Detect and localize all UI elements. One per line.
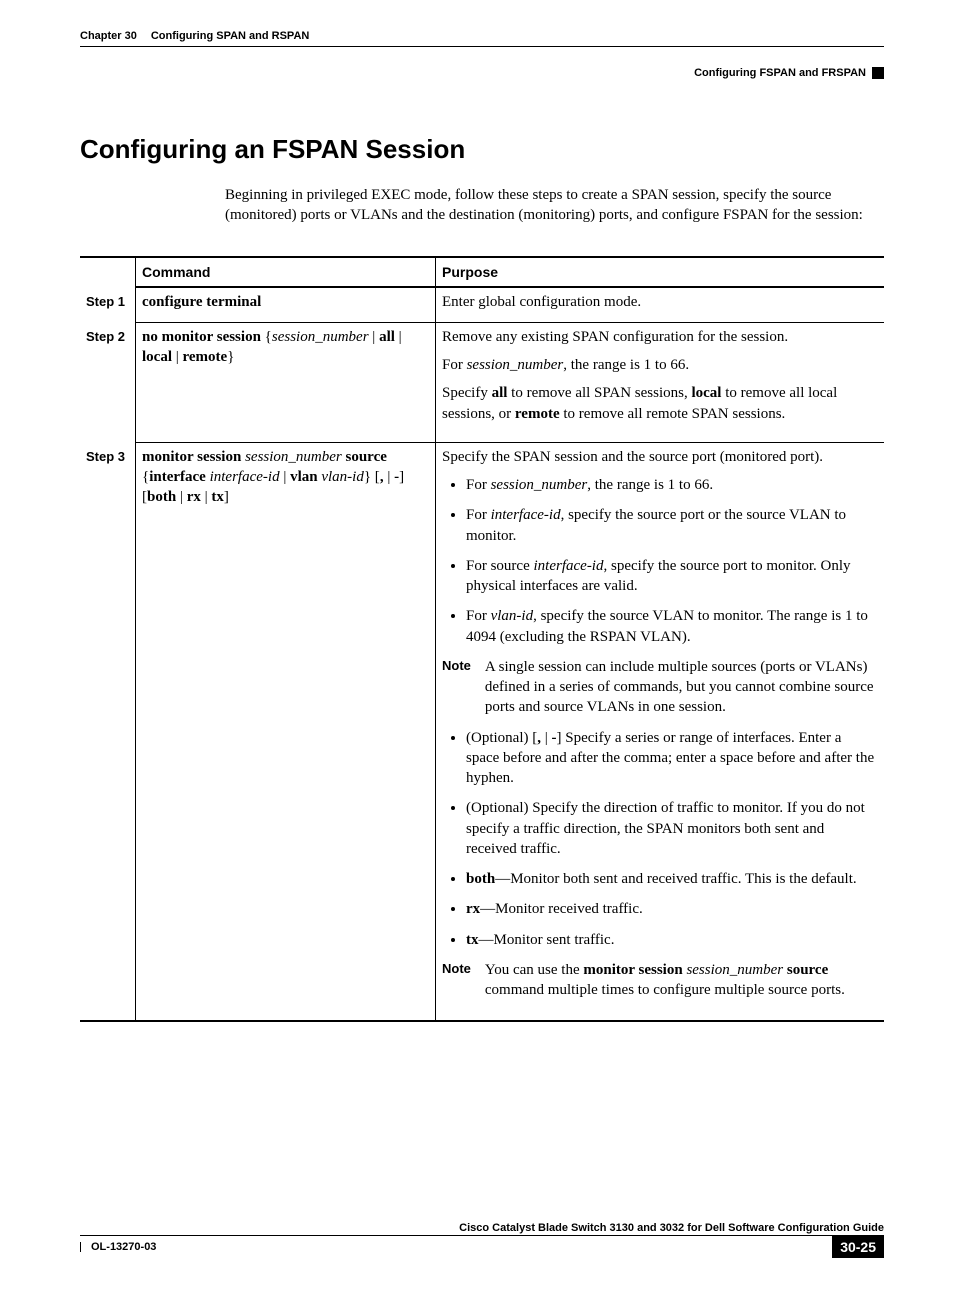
chapter-title: Configuring SPAN and RSPAN <box>151 30 309 42</box>
text: For session_number, the range is 1 to 66… <box>442 355 878 375</box>
list-item: (Optional) Specify the direction of traf… <box>466 798 878 859</box>
t: local <box>691 385 721 401</box>
t: session_number <box>491 477 588 493</box>
note-text: You can use the monitor session session_… <box>485 960 878 1001</box>
t: to remove all remote SPAN sessions. <box>560 406 786 422</box>
list-item: For vlan-id, specify the source VLAN to … <box>466 606 878 647</box>
note: Note You can use the monitor session ses… <box>442 960 878 1001</box>
t: | <box>541 730 552 746</box>
page-footer: Cisco Catalyst Blade Switch 3130 and 303… <box>80 1222 884 1258</box>
t: For <box>466 477 491 493</box>
note-label: Note <box>442 960 471 1001</box>
step3-command: monitor session session_number source {i… <box>135 442 435 1021</box>
table-head-command: Command <box>135 258 435 287</box>
note-text: A single session can include multiple so… <box>485 657 878 718</box>
t: Specify <box>442 385 492 401</box>
t: vlan-id <box>491 608 534 624</box>
t: For <box>442 357 467 373</box>
list-item: tx—Monitor sent traffic. <box>466 930 878 950</box>
list-item: For interface-id, specify the source por… <box>466 505 878 546</box>
section-right: Configuring FSPAN and FRSPAN <box>694 67 866 79</box>
table-head-empty <box>80 258 135 287</box>
page-number: 30-25 <box>832 1236 884 1258</box>
t: all <box>492 385 508 401</box>
t: both <box>466 871 495 887</box>
bullet-list: (Optional) [, | -] Specify a series or r… <box>442 728 878 950</box>
page-header: Chapter 30 Configuring SPAN and RSPAN Co… <box>80 30 884 79</box>
note: Note A single session can include multip… <box>442 657 878 718</box>
t: session_number <box>686 962 783 978</box>
footer-guide-title: Cisco Catalyst Blade Switch 3130 and 303… <box>80 1222 884 1234</box>
step2-command: no monitor session {session_number | all… <box>135 322 435 442</box>
footer-tick-icon <box>80 1242 81 1252</box>
t: monitor session <box>583 962 682 978</box>
step2-purpose: Remove any existing SPAN configuration f… <box>435 322 884 442</box>
t: source <box>783 962 828 978</box>
list-item: For source interface-id, specify the sou… <box>466 556 878 597</box>
step-label: Step 2 <box>80 322 135 442</box>
text: Specify all to remove all SPAN sessions,… <box>442 383 878 424</box>
t: For <box>466 608 491 624</box>
steps-table: Command Purpose Step 1 configure termina… <box>80 256 884 1023</box>
t: You can use the <box>485 962 583 978</box>
t: , the range is 1 to 66. <box>563 357 689 373</box>
t: command multiple times to configure mult… <box>485 982 845 998</box>
table-head-purpose: Purpose <box>435 258 884 287</box>
list-item: For session_number, the range is 1 to 66… <box>466 475 878 495</box>
command-text: configure terminal <box>142 294 261 310</box>
step1-command: configure terminal <box>135 287 435 322</box>
t: For source <box>466 558 534 574</box>
footer-doc-id: OL-13270-03 <box>91 1241 156 1253</box>
step-label: Step 1 <box>80 287 135 322</box>
chapter-label: Chapter 30 <box>80 30 137 42</box>
text: Specify the SPAN session and the source … <box>442 447 878 467</box>
t: For <box>466 507 491 523</box>
t: —Monitor sent traffic. <box>479 932 615 948</box>
t: rx <box>466 901 480 917</box>
list-item: (Optional) [, | -] Specify a series or r… <box>466 728 878 789</box>
t: to remove all SPAN sessions, <box>507 385 691 401</box>
t: session_number <box>467 357 564 373</box>
step1-purpose: Enter global configuration mode. <box>435 287 884 322</box>
step-label: Step 3 <box>80 442 135 1021</box>
section-title: Configuring an FSPAN Session <box>80 134 884 165</box>
list-item: rx—Monitor received traffic. <box>466 899 878 919</box>
intro-paragraph: Beginning in privileged EXEC mode, follo… <box>225 185 884 226</box>
header-marker-icon <box>872 67 884 79</box>
t: (Optional) [ <box>466 730 537 746</box>
t: —Monitor received traffic. <box>480 901 643 917</box>
t: tx <box>466 932 479 948</box>
t: —Monitor both sent and received traffic.… <box>495 871 856 887</box>
text: Remove any existing SPAN configuration f… <box>442 327 878 347</box>
step3-purpose: Specify the SPAN session and the source … <box>435 442 884 1021</box>
t: remote <box>515 406 560 422</box>
t: , the range is 1 to 66. <box>587 477 713 493</box>
list-item: both—Monitor both sent and received traf… <box>466 869 878 889</box>
note-label: Note <box>442 657 471 718</box>
bullet-list: For session_number, the range is 1 to 66… <box>442 475 878 647</box>
t: interface-id <box>491 507 561 523</box>
t: interface-id <box>534 558 604 574</box>
